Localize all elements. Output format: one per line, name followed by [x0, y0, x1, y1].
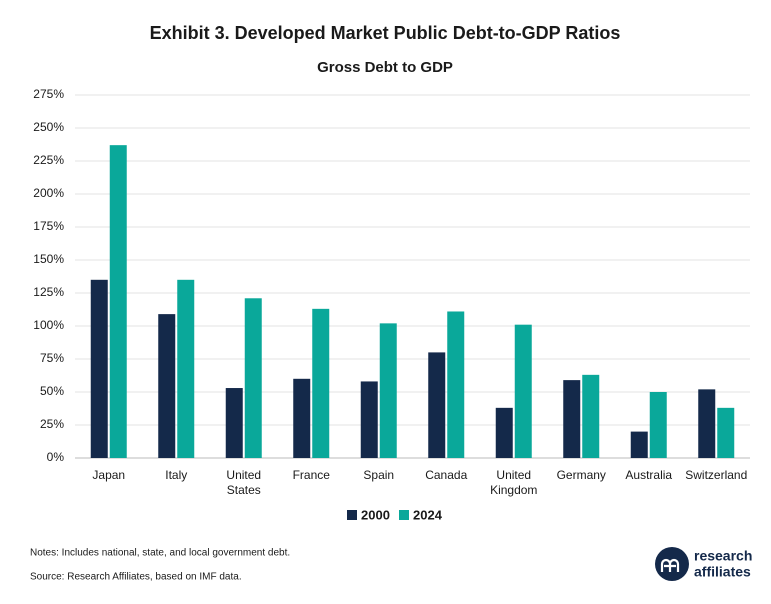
logo-glyph	[660, 558, 680, 572]
y-tick-label: 275%	[33, 87, 64, 101]
bar	[225, 388, 243, 458]
x-tick-label: France	[292, 468, 330, 482]
bar	[177, 279, 195, 458]
y-tick-label: 100%	[33, 318, 64, 332]
bar	[90, 279, 108, 458]
x-tick-label: Australia	[625, 468, 673, 482]
legend-label: 2000	[361, 507, 390, 522]
bar	[293, 378, 311, 458]
y-tick-label: 225%	[33, 153, 64, 167]
logo-icon	[655, 547, 689, 581]
y-tick-label: 50%	[40, 384, 64, 398]
y-tick-label: 25%	[40, 417, 64, 431]
x-tick-label: United States	[226, 468, 262, 497]
bar	[109, 145, 127, 458]
bar	[244, 298, 262, 458]
legend-swatch	[347, 510, 357, 520]
bar	[379, 323, 397, 458]
bar	[312, 308, 330, 458]
y-tick-label: 150%	[33, 252, 64, 266]
y-tick-label: 200%	[33, 186, 64, 200]
y-tick-label: 125%	[33, 285, 64, 299]
bar	[428, 352, 446, 458]
x-tick-label: Germany	[556, 468, 606, 482]
legend-label: 2024	[413, 507, 443, 522]
legend-swatch	[399, 510, 409, 520]
x-tick-label: Spain	[363, 468, 395, 482]
y-tick-label: 75%	[40, 351, 64, 365]
bar	[717, 407, 735, 458]
y-tick-label: 250%	[33, 120, 64, 134]
logo-text: research	[694, 548, 752, 564]
source: Source: Research Affiliates, based on IM…	[30, 572, 242, 583]
bar	[563, 380, 581, 458]
bar	[447, 311, 465, 458]
bar	[698, 389, 716, 458]
bar	[360, 381, 378, 458]
x-tick-label: Japan	[92, 468, 126, 482]
bar	[514, 324, 532, 458]
logo: research affiliates	[655, 547, 752, 581]
bar	[582, 374, 600, 458]
y-tick-label: 175%	[33, 219, 64, 233]
x-tick-label: Switzerland	[685, 468, 748, 482]
x-tick-label: Canada	[425, 468, 468, 482]
notes: Notes: Includes national, state, and loc…	[30, 548, 290, 559]
chart-subtitle: Gross Debt to GDP	[317, 59, 453, 76]
y-tick-label: 0%	[47, 450, 65, 464]
x-tick-label: United Kingdom	[490, 468, 538, 497]
logo-text: affiliates	[694, 564, 751, 580]
bar	[158, 314, 176, 458]
bar	[495, 407, 513, 458]
chart-title: Exhibit 3. Developed Market Public Debt-…	[150, 23, 621, 43]
bar	[649, 392, 667, 458]
x-tick-label: Italy	[165, 468, 188, 482]
bar	[630, 431, 648, 458]
